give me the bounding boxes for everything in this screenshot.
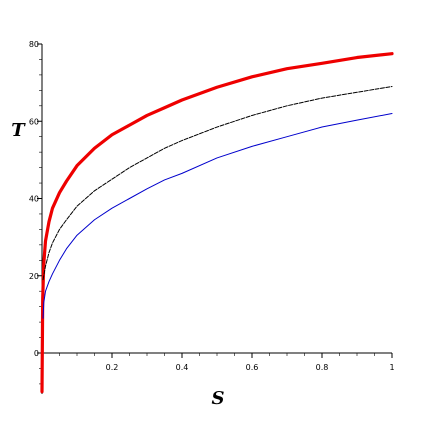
series-line-3 [42,113,393,319]
y-axis-title: T [11,120,26,141]
y-tick-label: 0 [34,349,39,358]
x-tick-label: 1 [389,363,394,372]
chart-axes: 0.2 0.4 0.6 0.8 1 0 20 40 60 80 [29,40,395,394]
x-tick-label: 0.6 [246,363,259,372]
y-tick-label: 40 [29,195,39,204]
x-tick-label: 0.8 [316,363,329,372]
series-layer [40,52,394,394]
x-tick-label: 0.4 [176,363,189,372]
series-line-1 [40,52,394,394]
series-line-2 [42,85,393,281]
x-tick-label: 0.2 [106,363,119,372]
x-axis-title: S [212,388,225,409]
y-tick-label: 80 [29,40,39,49]
y-tick-label: 60 [29,117,39,126]
y-tick-label: 20 [29,272,39,281]
x-axis-ticks: 0.2 0.4 0.6 0.8 1 [59,353,395,372]
y-axis-ticks: 0 20 40 60 80 [29,40,42,385]
